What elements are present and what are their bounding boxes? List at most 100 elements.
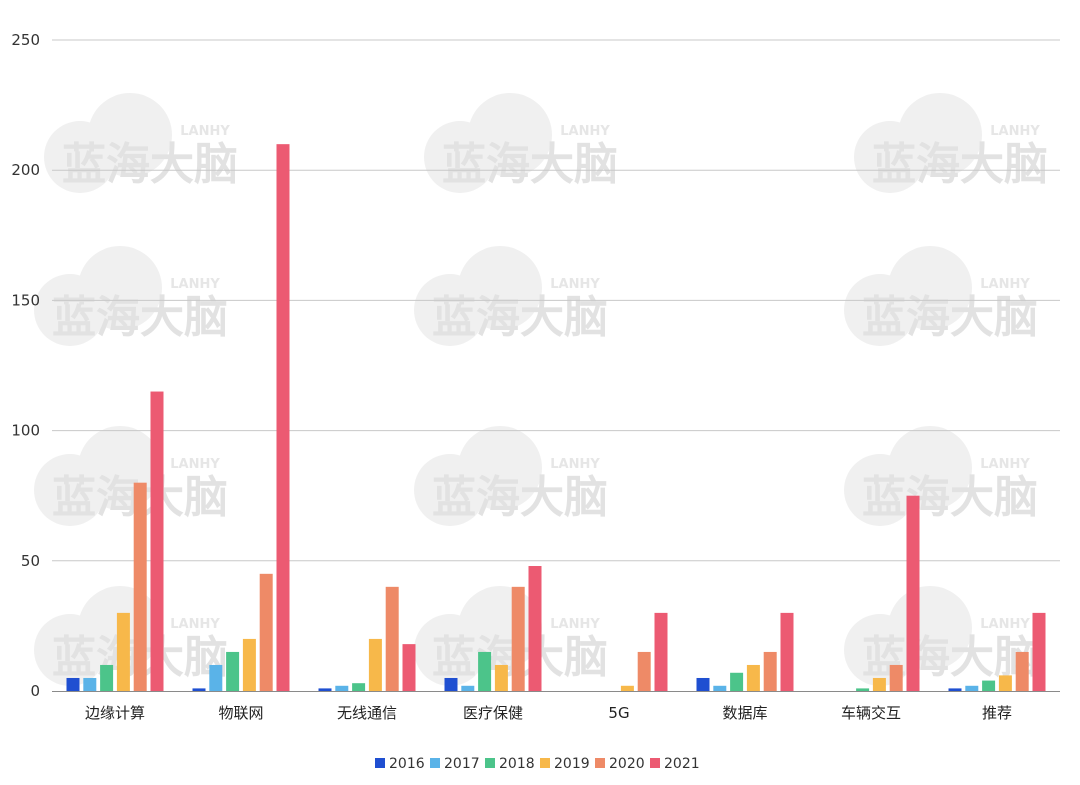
x-tick-label: 车辆交互 [841,704,901,722]
bar [150,391,164,691]
bar [242,638,256,691]
bar [100,664,114,691]
watermark-cloud-shape [88,93,172,177]
watermark-text: 蓝海大脑 [442,139,618,190]
legend-swatch [650,758,660,768]
x-tick-label: 数据库 [722,704,767,722]
y-tick-label: 0 [30,682,40,700]
legend-swatch [540,758,550,768]
legend-swatch [485,758,495,768]
bar [133,482,147,691]
watermark-subtext: LANHY [170,457,220,472]
bar [192,688,206,691]
x-tick-label: 5G [608,704,629,722]
bar [654,612,668,691]
bar [856,688,870,691]
watermark-cloud-shape [888,426,972,510]
watermark-text: 蓝海大脑 [862,472,1038,523]
bar [637,651,651,691]
legend-swatch [430,758,440,768]
watermark-text: 蓝海大脑 [62,139,238,190]
watermark-cloud-shape [458,246,542,330]
bar [402,644,416,691]
watermark-cloud-shape [78,246,162,330]
x-tick-label: 无线通信 [337,704,397,722]
x-tick-label: 推荐 [982,704,1012,722]
bar [780,612,794,691]
bar [209,664,223,691]
bar [763,651,777,691]
watermark-subtext: LANHY [170,617,220,632]
watermark-cloud-shape [898,93,982,177]
watermark-subtext: LANHY [980,277,1030,292]
bar [226,651,240,691]
bar [276,144,290,691]
watermark-text: 蓝海大脑 [872,139,1048,190]
y-tick-label: 50 [21,552,40,570]
bar [906,495,920,691]
watermark-cloud-shape [888,246,972,330]
bar [1015,651,1029,691]
watermark-text: 蓝海大脑 [52,292,228,343]
legend-swatch [375,758,385,768]
watermark-cloud-shape [468,93,552,177]
watermark-cloud-shape [458,426,542,510]
bar [335,685,349,691]
legend-label: 2017 [444,756,480,772]
legend-swatch [595,758,605,768]
bar [116,612,130,691]
y-tick-label: 150 [11,291,40,309]
bar [889,664,903,691]
watermark-subtext: LANHY [550,277,600,292]
watermark-subtext: LANHY [550,617,600,632]
bar [385,586,399,691]
x-tick-label: 医疗保健 [463,704,523,722]
bar [528,566,542,691]
bar [1032,612,1046,691]
bar [444,677,458,691]
legend-label: 2019 [554,756,590,772]
watermark-text: 蓝海大脑 [432,292,608,343]
bar [730,672,744,691]
bar [872,677,886,691]
legend-label: 2018 [499,756,535,772]
bar [66,677,80,691]
watermark-text: 蓝海大脑 [862,292,1038,343]
watermark-subtext: LANHY [170,277,220,292]
bars [66,144,1046,691]
bar [948,688,962,691]
bar [746,664,760,691]
bar [83,677,97,691]
legend-label: 2016 [389,756,425,772]
watermark-subtext: LANHY [560,124,610,139]
bar [982,680,996,691]
watermark-subtext: LANHY [980,617,1030,632]
watermark-subtext: LANHY [180,124,230,139]
legend-label: 2020 [609,756,645,772]
y-tick-label: 200 [11,161,40,179]
bar [511,586,525,691]
watermark-subtext: LANHY [550,457,600,472]
x-tick-label: 边缘计算 [85,704,145,722]
grid-lines [52,39,1060,562]
watermark-subtext: LANHY [980,457,1030,472]
bar [494,664,508,691]
x-tick-label: 物联网 [218,704,263,722]
legend: 2016 2017 2018 2019 2020 2021 [375,756,700,772]
bar [965,685,979,691]
bar [368,638,382,691]
watermark-text: 蓝海大脑 [862,632,1038,683]
y-axis-ticks: 0 50 100 150 200 250 [11,31,40,700]
bar [478,651,492,691]
